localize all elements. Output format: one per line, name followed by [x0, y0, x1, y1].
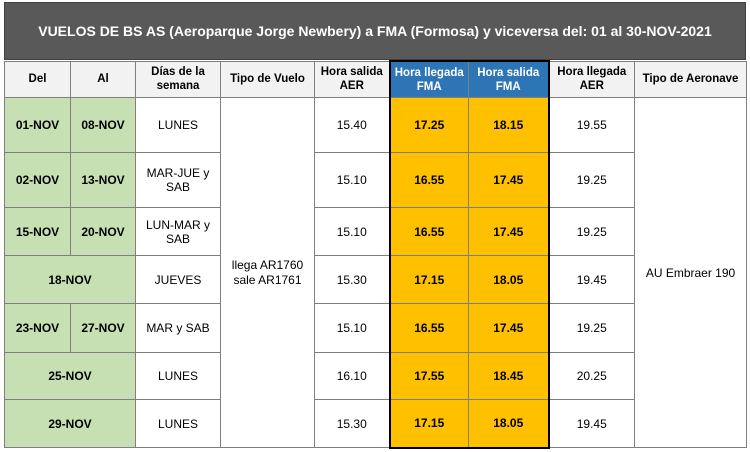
date-from: 02-NOV — [4, 152, 71, 208]
weekdays: LUNES — [135, 352, 221, 400]
date-cell: 29-NOV — [4, 399, 136, 448]
date-to: 13-NOV — [70, 152, 136, 208]
flight-number: sale AR1761 — [233, 272, 302, 287]
weekdays: MAR-JUE y SAB — [135, 152, 221, 208]
arrival-fma: 16.55 — [388, 152, 469, 208]
date-from: 23-NOV — [4, 303, 71, 353]
arrival-fma: 17.55 — [388, 352, 469, 400]
arrival-fma: 17.15 — [388, 255, 469, 304]
schedule-table: Del Al Días de la semana Tipo de Vuelo Hora … — [4, 60, 747, 449]
table-row: 18-NOV JUEVES 15.30 17.15 18.05 19.45 — [4, 255, 747, 304]
flight-number: llega AR1760 — [231, 257, 304, 272]
table-body: 01-NOV 08-NOV LUNES llega AR1760 sale AR1761… — [4, 97, 747, 449]
schedule: VUELOS DE BS AS (Aeroparque Jorge Newber… — [4, 2, 747, 449]
header-row: Del Al Días de la semana Tipo de Vuelo Hora … — [4, 60, 747, 98]
arrival-aer: 19.45 — [548, 255, 635, 304]
date-to: 27-NOV — [70, 303, 136, 353]
departure-fma: 17.45 — [468, 207, 550, 256]
column-header: Días de la semana — [135, 60, 221, 98]
weekdays: LUNES — [135, 399, 221, 448]
arrival-fma: 17.25 — [388, 97, 469, 153]
departure-aer: 15.30 — [314, 255, 390, 304]
departure-aer: 15.10 — [314, 152, 390, 208]
arrival-aer: 19.25 — [548, 303, 635, 353]
arrival-aer: 19.55 — [548, 97, 635, 153]
departure-fma: 18.05 — [468, 255, 550, 304]
column-header: Hora salida AER — [314, 60, 390, 98]
arrival-aer: 19.25 — [548, 152, 635, 208]
date-cell: 25-NOV — [4, 352, 136, 400]
date-to: 20-NOV — [70, 207, 136, 256]
column-header: Del — [4, 60, 71, 98]
date-cell: 18-NOV — [4, 255, 136, 304]
column-header: Tipo de Aeronave — [634, 60, 747, 98]
weekdays: LUNES — [135, 97, 221, 153]
table-row: 29-NOV LUNES 15.30 17.15 18.05 19.45 — [4, 399, 747, 449]
column-header: Tipo de Vuelo — [220, 60, 315, 98]
weekdays: MAR y SAB — [135, 303, 221, 353]
column-header: Hora salida FMA — [468, 60, 550, 98]
arrival-fma: 16.55 — [388, 303, 469, 353]
title: VUELOS DE BS AS (Aeroparque Jorge Newber… — [4, 2, 746, 60]
column-header: Al — [70, 60, 136, 98]
date-to: 08-NOV — [70, 97, 136, 153]
table-row: 23-NOV 27-NOV MAR y SAB 15.10 16.55 17.45 19.2… — [4, 303, 747, 353]
aircraft: AU Embraer 190 — [634, 97, 747, 448]
column-header: Hora llegada AER — [548, 60, 635, 98]
table-row: 25-NOV LUNES 16.10 17.55 18.45 20.25 — [4, 352, 747, 400]
departure-aer: 15.10 — [314, 303, 390, 353]
departure-aer: 15.30 — [314, 399, 390, 448]
departure-aer: 15.10 — [314, 207, 390, 256]
arrival-aer: 19.25 — [548, 207, 635, 256]
weekdays: LUN-MAR y SAB — [135, 207, 221, 256]
flight-type: llega AR1760 sale AR1761 — [220, 97, 315, 448]
column-header: Hora llegada FMA — [388, 60, 469, 98]
date-from: 15-NOV — [4, 207, 71, 256]
departure-aer: 15.40 — [314, 97, 390, 153]
departure-fma: 18.15 — [468, 97, 550, 153]
arrival-aer: 20.25 — [548, 352, 635, 400]
date-from: 01-NOV — [4, 97, 71, 153]
table-row: 01-NOV 08-NOV LUNES llega AR1760 sale AR1761… — [4, 97, 747, 448]
arrival-fma: 17.15 — [388, 399, 469, 449]
departure-fma: 18.45 — [468, 352, 550, 400]
departure-fma: 17.45 — [468, 303, 550, 353]
departure-fma: 18.05 — [468, 399, 550, 449]
arrival-aer: 19.45 — [548, 399, 635, 448]
weekdays: JUEVES — [135, 255, 221, 304]
departure-aer: 16.10 — [314, 352, 390, 400]
arrival-fma: 16.55 — [388, 207, 469, 256]
table-row: 02-NOV 13-NOV MAR-JUE y SAB 15.10 16.55 17.45… — [4, 152, 747, 208]
departure-fma: 17.45 — [468, 152, 550, 208]
